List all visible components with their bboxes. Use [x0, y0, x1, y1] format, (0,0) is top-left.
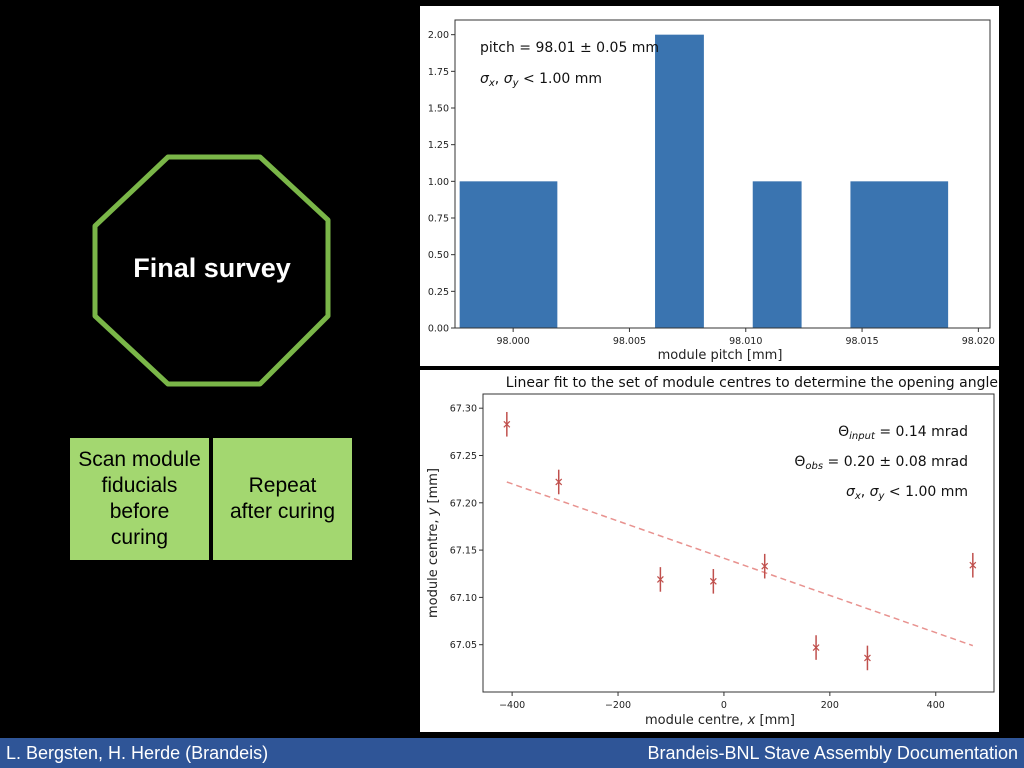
theta-obs-annotation: Θobs = 0.20 ± 0.08 mrad: [794, 454, 968, 472]
scatter-point-4: [761, 553, 769, 579]
scatter-y-tick-label: 67.15: [450, 546, 477, 557]
histogram-y-tick-label: 2.00: [428, 30, 449, 41]
histogram-y-tick-label: 0.75: [428, 214, 449, 225]
histogram-bar-4: [752, 181, 802, 328]
scatter-x-tick-label: −200: [605, 700, 631, 711]
scan-module-box: Scan module fiducials before curing: [70, 438, 209, 560]
scatter-y-tick-label: 67.20: [450, 498, 477, 509]
repeat-text: Repeat after curing: [229, 474, 336, 523]
scatter-y-tick-label: 67.30: [450, 404, 477, 415]
histogram-y-tick-label: 1.50: [428, 104, 449, 115]
histogram-x-tick-label: 98.000: [497, 336, 530, 347]
scan-module-text: Scan module fiducials before curing: [78, 448, 201, 549]
histogram-y-ticks: 0.00 0.25 0.50 0.75 1.00 1.25 1.50 1.75 2.00: [428, 30, 455, 335]
histogram-y-tick-label: 0.25: [428, 287, 449, 298]
scatter-x-tick-label: 400: [927, 700, 945, 711]
histogram-x-label: module pitch [mm]: [658, 348, 783, 363]
fit-line-path: [506, 481, 974, 647]
scatter-title: Linear fit to the set of module centres …: [506, 375, 998, 391]
histogram-axes-frame: [454, 19, 991, 329]
final-survey-octagon: Final survey: [88, 150, 336, 392]
scatter-y-ticks: 67.05 67.10 67.15 67.20 67.25 67.30: [450, 404, 483, 651]
scatter-x-tick-label: 0: [721, 700, 727, 711]
scatter-point-6: [864, 645, 871, 671]
scatter-point-1: [555, 469, 563, 495]
scatter-x-ticks: −400 −200 0 200 400: [499, 692, 945, 711]
scatter-sigma-annotation: σx, σy < 1.00 mm: [846, 484, 968, 502]
histogram-y-tick-label: 0.00: [428, 324, 449, 335]
scatter-x-tick-label: 200: [821, 700, 839, 711]
repeat-box: Repeat after curing: [213, 438, 352, 560]
opening-angle-panel: Linear fit to the set of module centres …: [420, 370, 999, 732]
footer-authors: L. Bergsten, H. Herde (Brandeis): [6, 743, 269, 763]
scatter-y-tick-label: 67.25: [450, 451, 477, 462]
octagon-title: Final survey: [133, 253, 291, 283]
scatter-point-3: [709, 569, 717, 594]
footer-bar: L. Bergsten, H. Herde (Brandeis) Brandei…: [0, 738, 1024, 768]
histogram-x-tick-label: 98.020: [962, 336, 995, 347]
histogram-sigma-annotation: σx, σy < 1.00 mm: [480, 71, 602, 89]
histogram-pitch-annotation: pitch = 98.01 ± 0.05 mm: [480, 40, 659, 56]
histogram-y-tick-label: 1.25: [428, 140, 449, 151]
histogram-y-tick-label: 1.75: [428, 67, 449, 78]
scatter-points: [503, 411, 977, 671]
scatter-y-tick-label: 67.05: [450, 640, 477, 651]
histogram-x-tick-label: 98.005: [613, 336, 646, 347]
octagon-outline: [92, 154, 331, 387]
histogram-x-tick-label: 98.015: [845, 336, 878, 347]
pitch-histogram-panel: 98.000 98.005 98.010 98.015 98.020 0.00 0.25 0…: [420, 6, 999, 366]
histogram-x-tick-label: 98.010: [729, 336, 762, 347]
histogram-bar-6: [850, 181, 949, 328]
histogram-y-tick-label: 1.00: [428, 177, 449, 188]
scatter-x-tick-label: −400: [499, 700, 525, 711]
histogram-y-tick-label: 0.50: [428, 250, 449, 261]
histogram-bars: [459, 34, 949, 329]
histogram-bar-2: [655, 34, 704, 329]
scatter-point-7: [969, 552, 977, 578]
scatter-y-tick-label: 67.10: [450, 593, 477, 604]
scatter-point-5: [812, 635, 820, 660]
footer-doc-title: Brandeis-BNL Stave Assembly Documentatio…: [647, 743, 1018, 763]
scatter-point-2: [656, 567, 664, 592]
fit-line: [506, 481, 974, 647]
scatter-point-0: [503, 411, 511, 437]
theta-input-annotation: Θinput = 0.14 mrad: [838, 424, 968, 442]
scatter-x-label: module centre, x [mm]: [645, 713, 795, 728]
histogram-bar-0: [459, 181, 558, 328]
scatter-axes-frame: [482, 393, 995, 693]
pitch-histogram: 98.000 98.005 98.010 98.015 98.020 0.000.250…: [428, 19, 995, 363]
opening-angle-scatter: Linear fit to the set of module centres …: [426, 375, 998, 728]
scatter-y-label: module centre, y [mm]: [426, 468, 441, 618]
histogram-x-ticks: 98.000 98.005 98.010 98.015 98.020: [497, 328, 995, 347]
